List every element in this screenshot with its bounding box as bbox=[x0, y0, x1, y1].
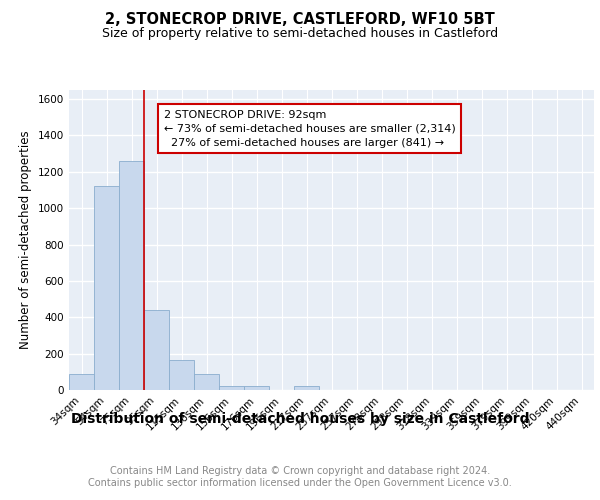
Bar bbox=[194, 374, 219, 390]
Bar bbox=[219, 386, 244, 390]
Text: 2, STONECROP DRIVE, CASTLEFORD, WF10 5BT: 2, STONECROP DRIVE, CASTLEFORD, WF10 5BT bbox=[105, 12, 495, 28]
Bar bbox=[94, 186, 119, 390]
Bar bbox=[244, 386, 269, 390]
Bar bbox=[169, 360, 194, 390]
Bar bbox=[119, 161, 144, 390]
Y-axis label: Number of semi-detached properties: Number of semi-detached properties bbox=[19, 130, 32, 350]
Text: 2 STONECROP DRIVE: 92sqm
← 73% of semi-detached houses are smaller (2,314)
  27%: 2 STONECROP DRIVE: 92sqm ← 73% of semi-d… bbox=[163, 110, 455, 148]
Bar bbox=[69, 374, 94, 390]
Text: Size of property relative to semi-detached houses in Castleford: Size of property relative to semi-detach… bbox=[102, 28, 498, 40]
Text: Distribution of semi-detached houses by size in Castleford: Distribution of semi-detached houses by … bbox=[71, 412, 529, 426]
Bar bbox=[144, 310, 169, 390]
Bar bbox=[294, 386, 319, 390]
Text: Contains HM Land Registry data © Crown copyright and database right 2024.
Contai: Contains HM Land Registry data © Crown c… bbox=[88, 466, 512, 487]
